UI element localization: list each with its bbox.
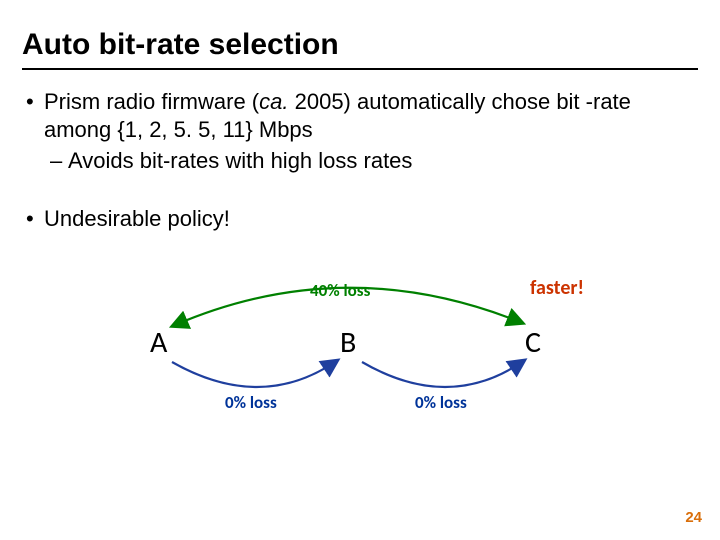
top-arc-label: 40% loss — [310, 280, 370, 301]
slide-title: Auto bit-rate selection — [22, 28, 698, 70]
bullet-2: Undesirable policy! — [22, 205, 698, 233]
bullet-list: Prism radio firmware (ca. 2005) automati… — [22, 88, 698, 175]
bottom-label-2: 0% loss — [415, 392, 467, 413]
bullet-1-text-b: ca. — [259, 89, 288, 114]
faster-label: faster! — [530, 276, 584, 300]
bottom-label-1: 0% loss — [225, 392, 277, 413]
node-c: C — [525, 324, 541, 361]
node-a: A — [150, 324, 167, 361]
bullet-1-text-a: Prism radio firmware ( — [44, 89, 259, 114]
bullet-1: Prism radio firmware (ca. 2005) automati… — [22, 88, 698, 143]
bullet-list-2: Undesirable policy! — [22, 205, 698, 233]
bullet-1-sub: Avoids bit-rates with high loss rates — [22, 147, 698, 175]
node-b: B — [340, 324, 356, 361]
diagram: A B C 40% loss faster! 0% loss 0% loss — [130, 262, 590, 422]
page-number: 24 — [685, 509, 702, 526]
